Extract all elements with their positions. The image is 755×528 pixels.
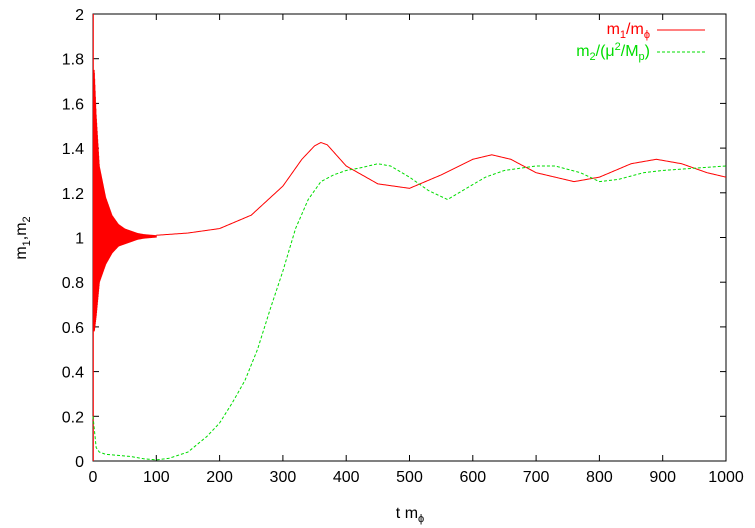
x-tick-label: 500 [396,469,423,486]
y-axis-title: m1,m2 [13,216,33,259]
x-tick-label: 300 [270,469,297,486]
x-tick-label: 1000 [708,469,744,486]
x-tick-label: 400 [333,469,360,486]
tick-labels-group: 0 100 200 300 400 500 600 700 800 900 1000 0 0.2 0.4 0… [62,7,744,486]
y-tick-label: 1.8 [62,52,84,69]
y-tick-label: 1.4 [62,141,84,158]
x-axis-title: t mϕ [396,505,424,525]
x-tick-label: 800 [586,469,613,486]
legend-label-m2: m2/(μ2/Mp) [576,41,650,63]
y-tick-label: 0.4 [62,365,84,382]
x-tick-label: 600 [459,469,486,486]
x-tick-label: 0 [89,469,98,486]
x-tick-label: 700 [523,469,550,486]
series-m1-oscillation [93,69,157,332]
y-tick-label: 0 [75,454,84,471]
x-tick-label: 100 [143,469,170,486]
x-tick-label: 900 [649,469,676,486]
y-tick-label: 0.2 [62,409,84,426]
y-tick-label: 1.6 [62,96,84,113]
legend: m1/mϕ m2/(μ2/Mp) [576,21,705,63]
y-tick-label: 1.2 [62,186,84,203]
legend-label-m1: m1/mϕ [607,21,650,41]
y-tick-label: 1 [75,231,84,248]
ticks-group [92,13,727,462]
series-layer [92,14,727,461]
y-tick-label: 0.6 [62,320,84,337]
series-m1-line [156,141,727,236]
y-tick-label: 2 [75,7,84,24]
y-tick-label: 0.8 [62,275,84,292]
plot-frame [92,13,727,462]
x-tick-label: 200 [206,469,233,486]
series-m2-line [92,163,727,461]
